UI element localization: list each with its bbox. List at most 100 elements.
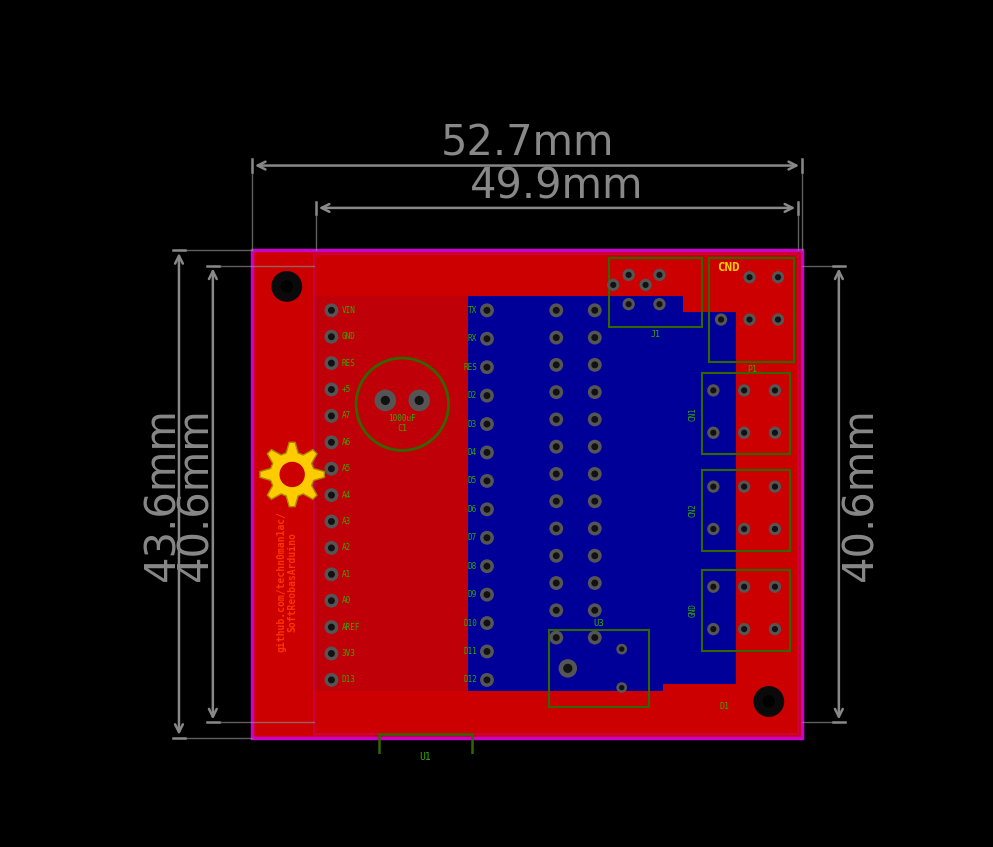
Circle shape bbox=[553, 334, 560, 341]
Circle shape bbox=[747, 317, 753, 323]
Circle shape bbox=[710, 584, 716, 590]
Circle shape bbox=[588, 603, 602, 617]
Circle shape bbox=[480, 502, 494, 517]
Circle shape bbox=[484, 677, 491, 684]
Circle shape bbox=[325, 673, 339, 687]
Circle shape bbox=[591, 606, 598, 614]
Circle shape bbox=[747, 274, 753, 280]
Bar bbox=[741, 626, 748, 633]
Circle shape bbox=[741, 626, 747, 632]
Circle shape bbox=[775, 317, 781, 323]
Bar bbox=[379, 734, 472, 780]
Circle shape bbox=[710, 429, 716, 436]
Circle shape bbox=[328, 545, 335, 551]
Circle shape bbox=[707, 523, 720, 535]
Bar bbox=[710, 584, 717, 590]
Circle shape bbox=[769, 480, 781, 493]
Circle shape bbox=[549, 440, 563, 454]
Circle shape bbox=[619, 685, 625, 690]
Circle shape bbox=[623, 268, 635, 281]
Circle shape bbox=[480, 417, 494, 431]
Circle shape bbox=[325, 462, 339, 476]
Text: D4: D4 bbox=[468, 448, 477, 457]
Circle shape bbox=[610, 282, 617, 288]
Circle shape bbox=[549, 522, 563, 535]
Circle shape bbox=[484, 363, 491, 371]
Circle shape bbox=[744, 313, 756, 326]
Circle shape bbox=[588, 385, 602, 399]
Circle shape bbox=[279, 462, 305, 487]
Bar bbox=[468, 296, 683, 641]
Circle shape bbox=[718, 317, 724, 323]
Circle shape bbox=[549, 549, 563, 562]
Circle shape bbox=[553, 470, 560, 478]
Circle shape bbox=[325, 357, 339, 370]
Circle shape bbox=[553, 443, 560, 450]
Circle shape bbox=[617, 644, 628, 655]
Bar bbox=[741, 387, 748, 394]
Bar bbox=[710, 429, 717, 436]
Circle shape bbox=[772, 271, 784, 284]
Circle shape bbox=[480, 360, 494, 374]
Circle shape bbox=[325, 567, 339, 581]
Circle shape bbox=[328, 412, 335, 419]
Circle shape bbox=[741, 526, 747, 532]
Text: D5: D5 bbox=[468, 476, 477, 485]
Circle shape bbox=[325, 515, 339, 529]
Circle shape bbox=[591, 470, 598, 478]
Circle shape bbox=[588, 467, 602, 481]
Circle shape bbox=[484, 478, 491, 484]
Circle shape bbox=[553, 307, 560, 313]
Circle shape bbox=[656, 301, 662, 307]
Circle shape bbox=[769, 523, 781, 535]
Circle shape bbox=[738, 385, 751, 396]
Bar bbox=[314, 254, 798, 296]
Bar bbox=[710, 626, 717, 633]
Bar bbox=[472, 312, 737, 684]
Circle shape bbox=[738, 623, 751, 635]
Circle shape bbox=[553, 634, 560, 641]
Circle shape bbox=[484, 449, 491, 456]
Circle shape bbox=[549, 495, 563, 508]
Circle shape bbox=[328, 650, 335, 657]
Circle shape bbox=[328, 386, 335, 393]
Text: 40.6mm: 40.6mm bbox=[839, 407, 882, 581]
Circle shape bbox=[607, 279, 620, 291]
Circle shape bbox=[328, 597, 335, 604]
Bar bbox=[741, 525, 748, 533]
Circle shape bbox=[772, 526, 779, 532]
Bar bbox=[772, 483, 779, 490]
Circle shape bbox=[656, 272, 662, 278]
Circle shape bbox=[484, 562, 491, 570]
Text: 52.7mm: 52.7mm bbox=[440, 123, 614, 165]
Circle shape bbox=[591, 334, 598, 341]
Text: U1: U1 bbox=[419, 752, 431, 762]
Circle shape bbox=[715, 313, 727, 326]
Text: 1000uF: 1000uF bbox=[388, 413, 416, 423]
Circle shape bbox=[484, 421, 491, 428]
Circle shape bbox=[281, 280, 293, 292]
Text: D6: D6 bbox=[468, 505, 477, 514]
Circle shape bbox=[738, 580, 751, 593]
Circle shape bbox=[588, 412, 602, 426]
Circle shape bbox=[553, 525, 560, 532]
Text: GND: GND bbox=[689, 603, 698, 617]
Circle shape bbox=[549, 631, 563, 645]
Bar bbox=[772, 387, 779, 394]
Circle shape bbox=[588, 549, 602, 562]
Circle shape bbox=[374, 390, 396, 411]
Circle shape bbox=[480, 303, 494, 318]
Circle shape bbox=[480, 559, 494, 573]
Text: SoftReobasArduino: SoftReobasArduino bbox=[287, 532, 297, 632]
Bar bbox=[314, 254, 798, 734]
Circle shape bbox=[707, 427, 720, 439]
Text: D9: D9 bbox=[468, 590, 477, 599]
Circle shape bbox=[480, 531, 494, 545]
Text: A2: A2 bbox=[342, 544, 351, 552]
Circle shape bbox=[710, 387, 716, 394]
Circle shape bbox=[563, 664, 572, 673]
Circle shape bbox=[380, 396, 390, 405]
Bar bbox=[772, 584, 779, 590]
Circle shape bbox=[325, 435, 339, 449]
Bar bbox=[741, 584, 748, 590]
